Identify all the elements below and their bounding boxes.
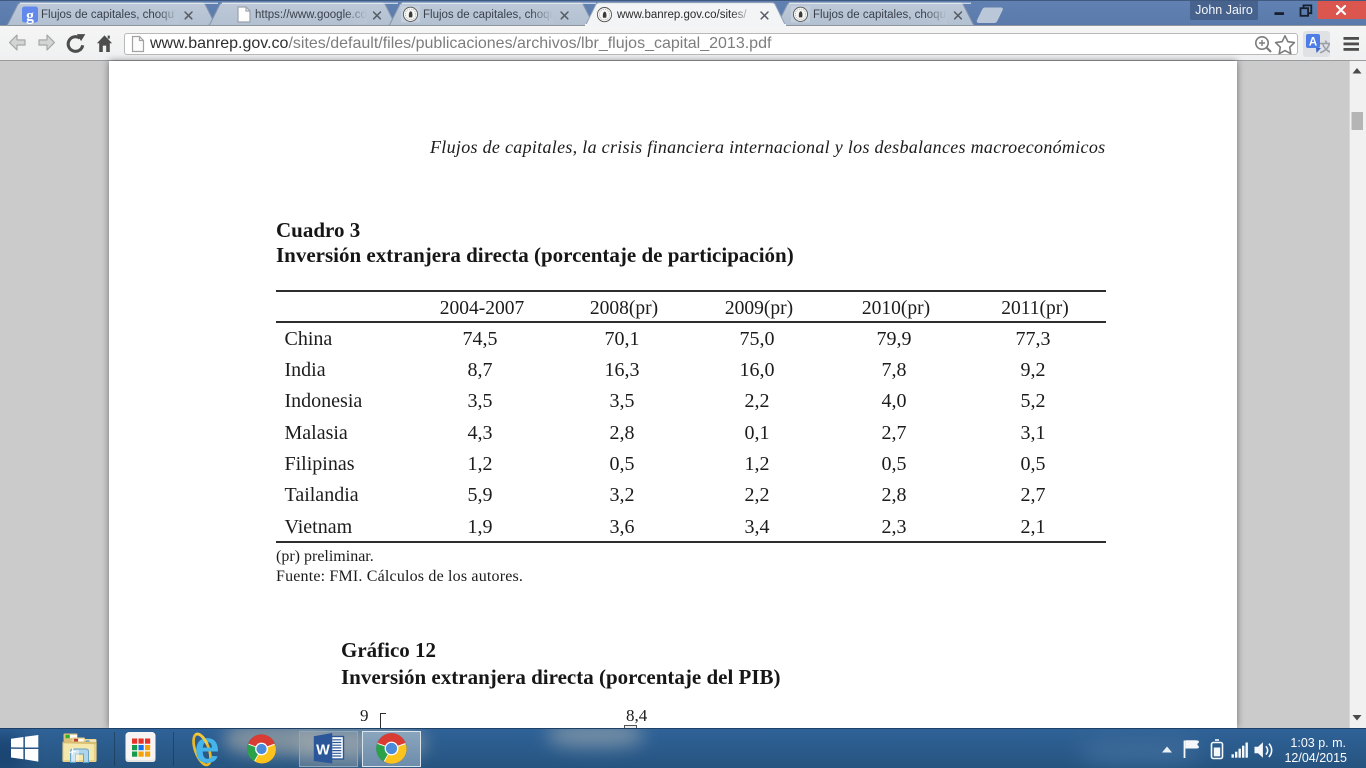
- svg-text:W: W: [316, 743, 330, 759]
- svg-text:文: 文: [1320, 40, 1331, 55]
- svg-text:g: g: [26, 8, 34, 25]
- svg-text:A: A: [1309, 37, 1317, 49]
- svg-text:e: e: [194, 730, 219, 768]
